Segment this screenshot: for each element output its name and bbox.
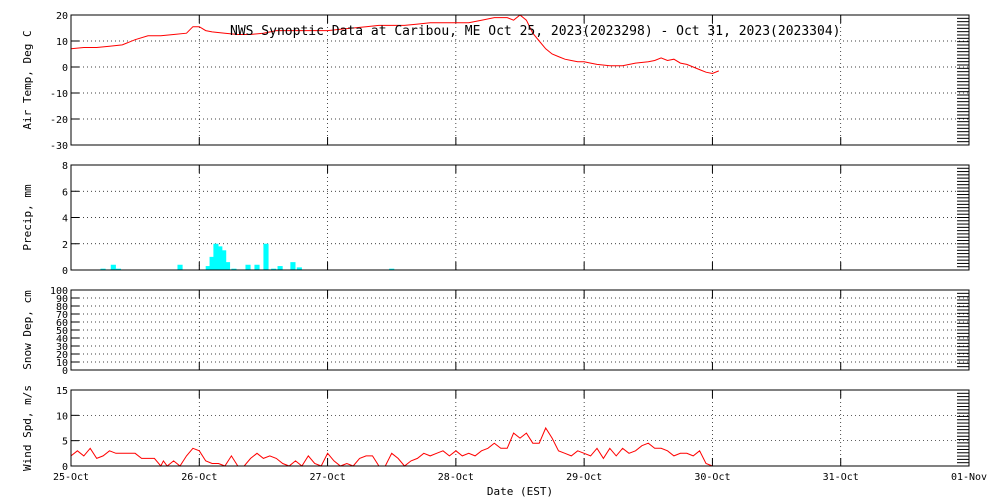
y-tick-label: 80 (56, 302, 68, 313)
precip-bar (217, 246, 223, 270)
y-tick-label: 0 (62, 266, 68, 277)
y-tick-label: -20 (50, 115, 68, 126)
x-tick-label: 27-Oct (310, 472, 346, 483)
y-axis-label-temp: Air Temp, Deg C (21, 30, 34, 129)
precip-bar (296, 267, 302, 270)
series-line-temp (70, 14, 719, 75)
y-tick-label: 8 (62, 161, 68, 172)
precip-bar (263, 243, 269, 270)
precip-bar (231, 268, 237, 270)
panel-precip: 0 2 4 6 8 Precip, mm (21, 161, 970, 277)
panel-frame (70, 289, 970, 371)
y-tick-label: 50 (56, 326, 68, 337)
precip-bar (110, 264, 116, 270)
y-tick-label: 10 (56, 358, 68, 369)
y-axis-label-precip: Precip, mm (21, 184, 34, 251)
y-tick-label: 6 (62, 187, 68, 198)
x-tick-label: 29-Oct (566, 472, 602, 483)
panel-frame (70, 389, 970, 467)
y-tick-label: 60 (56, 318, 68, 329)
precip-bar (177, 264, 183, 270)
y-tick-label: -10 (50, 89, 68, 100)
x-tick-label: 26-Oct (181, 472, 217, 483)
precip-bar (277, 266, 283, 270)
panel-temp: -30 -20 -10 0 10 20 Air Temp, Deg C (21, 11, 970, 152)
x-tick-label: 30-Oct (694, 472, 730, 483)
y-tick-label: 30 (56, 342, 68, 353)
y-tick-label: 10 (56, 37, 68, 48)
y-tick-label: 0 (62, 63, 68, 74)
precip-bar (290, 262, 296, 270)
y-tick-label: 90 (56, 294, 68, 305)
y-axis-label-wind: Wind Spd, m/s (21, 385, 34, 471)
precip-bar (221, 250, 227, 270)
series-line-wind (70, 426, 713, 467)
panel-frame (70, 14, 970, 146)
panel-frame (70, 164, 970, 271)
precip-bar (245, 264, 251, 270)
precip-bar (389, 268, 395, 270)
y-tick-label: 20 (56, 350, 68, 361)
precip-bar (209, 256, 215, 270)
x-tick-label: 28-Oct (438, 472, 474, 483)
y-tick-label: 5 (62, 437, 68, 448)
x-tick-label: 25-Oct (53, 472, 89, 483)
x-tick-label: 31-Oct (823, 472, 859, 483)
panel-wind: 0 5 10 15 Wind Spd, m/s (21, 385, 970, 473)
chart-title: NWS Synoptic Data at Caribou, ME Oct 25,… (230, 24, 840, 39)
x-tick-label: 01-Nov (951, 472, 987, 483)
y-tick-label: 10 (56, 411, 68, 422)
precip-bar (213, 243, 219, 270)
precip-bar (205, 266, 211, 270)
y-tick-label: 2 (62, 240, 68, 251)
precip-bar (100, 268, 106, 270)
precip-bar (115, 268, 122, 270)
y-tick-label: 20 (56, 11, 68, 22)
y-tick-label: 40 (56, 334, 68, 345)
y-axis-label-snow: Snow Dep, cm (21, 290, 34, 370)
y-tick-label: 4 (62, 214, 68, 225)
precip-bar (271, 268, 277, 270)
y-tick-label: 100 (50, 286, 68, 297)
y-tick-label: 0 (62, 462, 68, 473)
precip-bar (224, 262, 231, 270)
precip-bar (254, 264, 260, 270)
y-tick-label: 15 (56, 386, 68, 397)
y-tick-label: 70 (56, 310, 68, 321)
x-axis-label: Date (EST) (487, 485, 553, 498)
y-tick-label: -30 (50, 141, 68, 152)
y-tick-label: 0 (62, 366, 68, 377)
